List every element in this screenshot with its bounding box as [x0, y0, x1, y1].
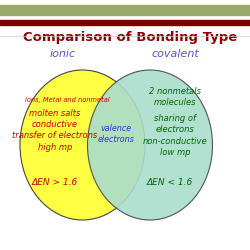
- Text: 2 nonmetals: 2 nonmetals: [149, 87, 201, 96]
- Text: conductive: conductive: [32, 120, 78, 129]
- Text: valence: valence: [101, 124, 132, 133]
- Text: low mp: low mp: [160, 148, 190, 157]
- Text: transfer of electrons: transfer of electrons: [12, 132, 98, 140]
- Text: ions, Metal and nonmetal: ions, Metal and nonmetal: [25, 97, 110, 103]
- Text: electrons: electrons: [98, 136, 135, 144]
- Text: ΔEN < 1.6: ΔEN < 1.6: [147, 178, 193, 187]
- Ellipse shape: [20, 70, 145, 220]
- Text: non-conductive: non-conductive: [143, 137, 207, 146]
- Bar: [0, 5, 250, 15]
- Text: ionic: ionic: [50, 49, 76, 59]
- Ellipse shape: [88, 70, 212, 220]
- Text: electrons: electrons: [156, 126, 194, 134]
- Text: covalent: covalent: [151, 49, 199, 59]
- Text: molecules: molecules: [154, 98, 196, 107]
- Bar: [0, 20, 250, 25]
- Text: high mp: high mp: [38, 143, 72, 152]
- Text: molten salts: molten salts: [29, 108, 81, 118]
- Text: ΔEN > 1.6: ΔEN > 1.6: [32, 178, 78, 187]
- Text: Comparison of Bonding Type: Comparison of Bonding Type: [23, 31, 237, 44]
- Text: sharing of: sharing of: [154, 114, 196, 123]
